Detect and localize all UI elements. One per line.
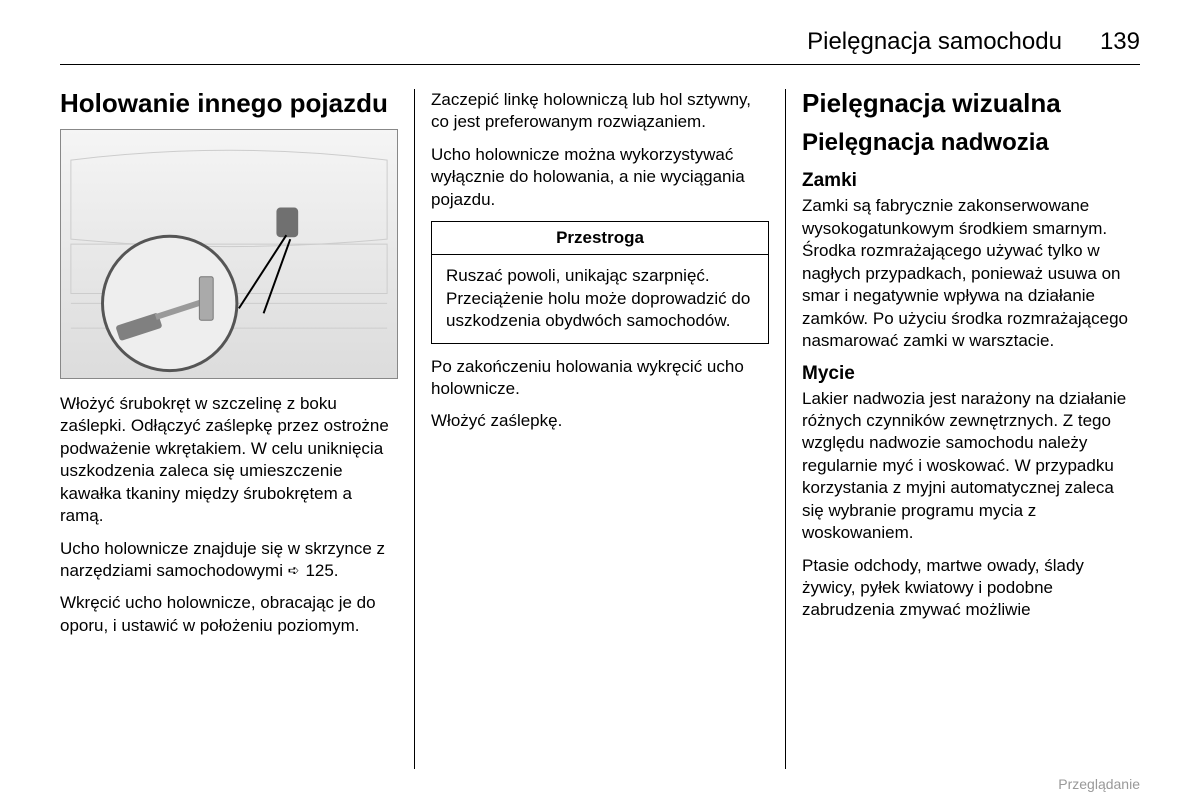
page-header: Pielęgnacja samochodu 139 (60, 28, 1140, 65)
column-middle: Zaczepić linkę holowniczą lub hol sztywn… (417, 89, 783, 769)
header-page-number: 139 (1100, 28, 1140, 56)
paragraph-towing-eye-location: Ucho holownicze znajduje się w skrzynce … (60, 538, 398, 583)
footer-label: Przeglądanie (1058, 776, 1140, 792)
content-columns: Holowanie innego pojazdu (60, 89, 1140, 769)
subheading-washing: Mycie (802, 363, 1140, 385)
reference-page-number: 125. (305, 561, 338, 580)
paragraph-unscrew-after-towing: Po zakończeniu holowania wykręcić ucho h… (431, 356, 769, 401)
column-divider-2 (785, 89, 786, 769)
reference-arrow-icon (288, 560, 301, 573)
towing-eye-illustration (60, 129, 398, 379)
column-divider-1 (414, 89, 415, 769)
caution-title: Przestroga (432, 222, 768, 255)
towing-eye-svg (61, 130, 397, 378)
paragraph-washing-1: Lakier nadwozia jest narażony na działan… (802, 388, 1140, 545)
caution-body: Ruszać powoli, unikając szarpnięć. Przec… (432, 255, 768, 342)
subheading-locks: Zamki (802, 170, 1140, 192)
column-right: Pielęgnacja wizualna Pielęgnacja nadwozi… (788, 89, 1140, 769)
paragraph-washing-2: Ptasie odchody, martwe owady, ślady żywi… (802, 555, 1140, 622)
page-container: Pielęgnacja samochodu 139 Holowanie inne… (0, 0, 1200, 802)
header-section-title: Pielęgnacja samochodu (807, 28, 1062, 56)
heading-towing-another-vehicle: Holowanie innego pojazdu (60, 89, 398, 119)
column-left: Holowanie innego pojazdu (60, 89, 412, 769)
paragraph-towing-only: Ucho holownicze można wykorzystywać wyłą… (431, 144, 769, 211)
paragraph-locks: Zamki są fabrycznie zakonserwowane wysok… (802, 195, 1140, 352)
paragraph-screwdriver-instructions: Włożyć śrubokręt w szczelinę z boku zaśl… (60, 393, 398, 528)
paragraph-attach-rope: Zaczepić linkę holowniczą lub hol sztywn… (431, 89, 769, 134)
caution-box: Przestroga Ruszać powoli, unikając szarp… (431, 221, 769, 343)
paragraph-insert-cap: Włożyć zaślepkę. (431, 410, 769, 432)
paragraph-screw-in-towing-eye: Wkręcić ucho holownicze, obracając je do… (60, 592, 398, 637)
heading-body-care: Pielęgnacja nadwozia (802, 129, 1140, 157)
heading-visual-care: Pielęgnacja wizualna (802, 89, 1140, 119)
